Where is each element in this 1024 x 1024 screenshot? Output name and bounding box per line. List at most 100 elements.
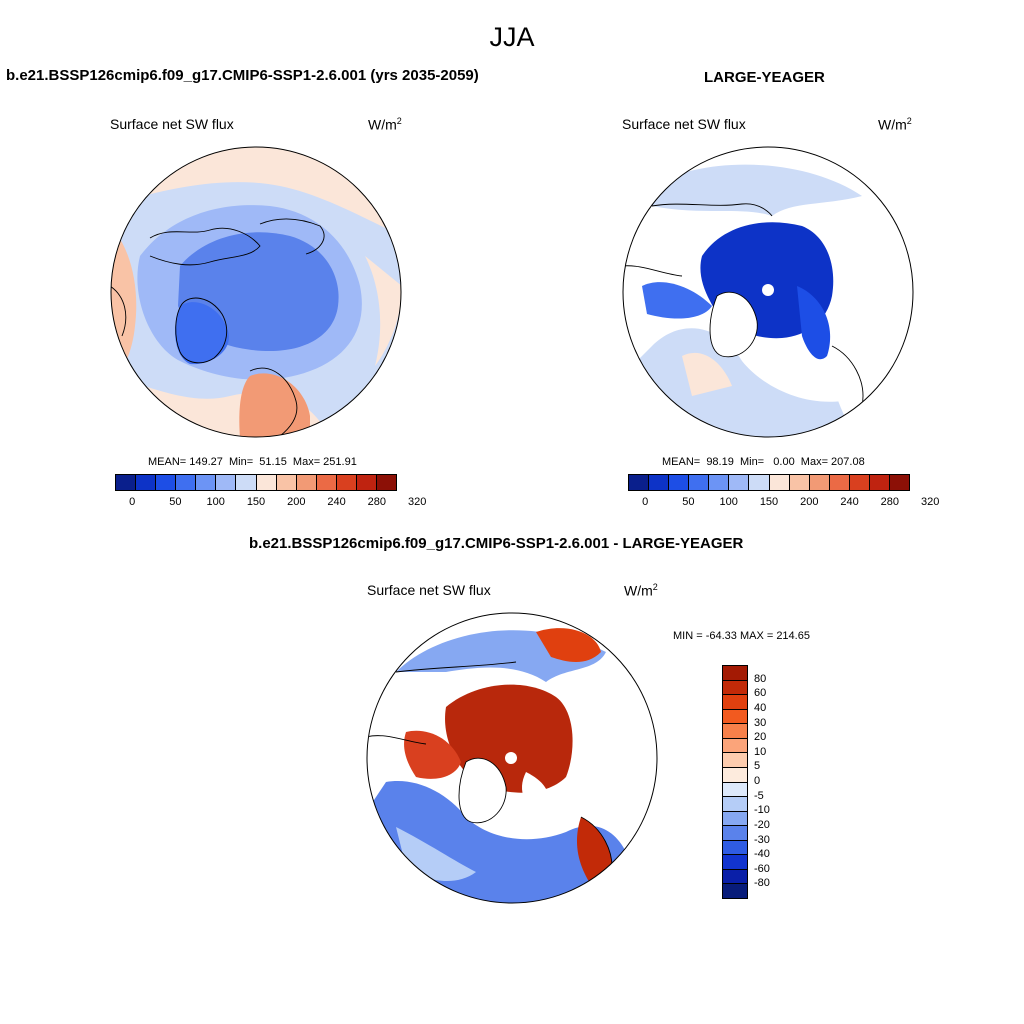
panel-diff-colorbar-swatch (723, 796, 747, 811)
panel-b-colorbar-ticks: 0 50 100 150 200 240 280 320 (628, 496, 939, 510)
panel-diff-units-sup: 2 (652, 582, 658, 592)
panel-diff-colorbar (722, 665, 748, 899)
panel-a-units-sup: 2 (396, 116, 402, 126)
panel-diff-map-border (366, 612, 658, 904)
panel-b-colorbar (628, 474, 910, 491)
panel_b-colorbar-swatch (848, 475, 869, 490)
panel-diff-colorbar-ticks: 80 60 40 30 20 10 5 0 -5 -10 -20 -30 -40 -60 -80 (754, 665, 794, 899)
panel-diff-colorbar-tick-label: 10 (754, 745, 767, 758)
panel-diff-colorbar-tick-label: -20 (754, 818, 770, 831)
panel_b-colorbar-swatch (708, 475, 729, 490)
panel-diff-pole-hole (505, 752, 517, 764)
panel_a-colorbar-swatch (295, 475, 316, 490)
panel-diff-colorbar-swatch (723, 723, 747, 738)
panel-b-polar-map (622, 146, 914, 438)
panel-a-variable-label: Surface net SW flux (110, 116, 234, 132)
panel-diff-colorbar-swatch (723, 781, 747, 797)
panel-diff-colorbar-tick-label: -30 (754, 833, 770, 846)
panel-a-stats: MEAN= 149.27 Min= 51.15 Max= 251.91 (148, 456, 357, 468)
panel-diff-north-red (536, 628, 601, 662)
panel_a-colorbar-tick-label: 200 (287, 496, 306, 508)
panel_b-colorbar-swatch (768, 475, 789, 490)
panel_b-colorbar-swatch (889, 475, 910, 490)
panel-diff-title: b.e21.BSSP126cmip6.f09_g17.CMIP6-SSP1-2.… (249, 535, 744, 552)
panel_b-colorbar-swatch (668, 475, 689, 490)
panel-diff-colorbar-tick-label: 40 (754, 701, 767, 714)
panel_a-colorbar-tick-label: 100 (206, 496, 225, 508)
panel-a-polar-map (110, 146, 402, 438)
panel_b-colorbar-swatch (748, 475, 769, 490)
panel-diff-polar-map (366, 612, 658, 904)
panel-diff-colorbar-swatch (723, 868, 747, 884)
panel-b-warm-patch (682, 352, 732, 396)
panel_b-colorbar-swatch (788, 475, 809, 490)
panel-diff-colorbar-swatch (723, 708, 747, 724)
panel_a-colorbar-swatch (235, 475, 256, 490)
panel-diff-colorbar-tick-label: -5 (754, 789, 764, 802)
panel_b-colorbar-swatch (828, 475, 849, 490)
panel_b-colorbar-tick-label: 200 (800, 496, 819, 508)
panel-b-ice-east (797, 286, 831, 360)
panel-diff-colorbar-swatch (723, 810, 747, 826)
panel-b-units: W/m2 (878, 116, 912, 133)
panel-b-pole-hole (762, 284, 774, 296)
panel-a-warm-east (365, 256, 401, 366)
panel-diff-colorbar-swatch (723, 839, 747, 855)
panel_a-colorbar-swatch (355, 475, 377, 490)
panel-diff-colorbar-swatch (723, 752, 747, 767)
panel_a-colorbar-swatch (335, 475, 356, 490)
panel_a-colorbar-tick-label: 280 (367, 496, 387, 508)
panel-diff-greenland-mask (459, 758, 507, 823)
panel-a-units-text: W/m (368, 116, 397, 133)
panel-b-ice-west (642, 282, 712, 319)
panel-diff-colorbar-swatch (723, 854, 747, 869)
panel-diff-colorbar-tick-label: -40 (754, 848, 770, 861)
panel_a-colorbar-swatch (315, 475, 336, 490)
panel-diff-colorbar-tick-label: 20 (754, 731, 767, 744)
panel-diff-colorbar-tick-label: 80 (754, 672, 767, 685)
panel_a-colorbar-swatch (175, 475, 196, 490)
panel-diff-colorbar-swatch (723, 766, 747, 782)
panel-diff-colorbar-tick-label: 60 (754, 687, 767, 700)
panel-diff-colorbar-tick-label: 0 (754, 775, 761, 787)
panel-diff-colorbar-swatch (723, 679, 747, 695)
panel_a-colorbar-swatch (275, 475, 296, 490)
panel_a-colorbar-swatch (376, 475, 397, 490)
panel_a-colorbar-swatch (195, 475, 216, 490)
panel-diff-inner-mask (521, 772, 549, 812)
panel_a-colorbar-tick-label: 150 (246, 496, 266, 508)
panel_b-colorbar-swatch (648, 475, 669, 490)
panel_b-colorbar-swatch (688, 475, 709, 490)
panel-diff-colorbar-tick-label: 5 (754, 760, 761, 773)
panel-diff-colorbar-swatch (723, 666, 747, 680)
panel-a-colorbar-ticks: 0 50 100 150 200 240 280 320 (115, 496, 426, 510)
panel-diff-colorbar-tick-label: -60 (754, 862, 770, 875)
panel_a-colorbar-tick-label: 0 (129, 496, 136, 508)
panel_b-colorbar-tick-label: 150 (759, 496, 779, 508)
figure-title: JJA (489, 22, 535, 52)
panel-b-variable-label: Surface net SW flux (622, 116, 746, 132)
panel-b-units-text: W/m (878, 116, 907, 133)
panel-diff-colorbar-swatch (723, 737, 747, 753)
panel-diff-colorbar-swatch (723, 694, 747, 709)
panel_b-colorbar-tick-label: 240 (840, 496, 859, 508)
panel_b-colorbar-tick-label: 280 (880, 496, 900, 508)
panel_b-colorbar-swatch (808, 475, 829, 490)
panel-diff-colorbar-tick-label: 30 (754, 716, 767, 729)
panel_b-colorbar-tick-label: 50 (682, 496, 695, 508)
panel-diff-colorbar-tick-label: -10 (754, 804, 770, 817)
panel_b-colorbar-swatch (868, 475, 890, 490)
panel-diff-units-text: W/m (624, 582, 653, 599)
panel_a-colorbar-tick-label: 240 (327, 496, 346, 508)
panel_b-colorbar-tick-label: 0 (642, 496, 649, 508)
panel-diff-units: W/m2 (624, 582, 658, 599)
panel-diff-colorbar-swatch (723, 825, 747, 840)
panel_b-colorbar-swatch (728, 475, 749, 490)
panel-a-colorbar (115, 474, 397, 491)
panel-a-greenland-field (175, 302, 229, 365)
panel-diff-colorbar-tick-label: -80 (754, 877, 770, 890)
panel-diff-stats: MIN = -64.33 MAX = 214.65 (673, 630, 810, 642)
panel-b-stats: MEAN= 98.19 Min= 0.00 Max= 207.08 (662, 456, 865, 468)
panel-b-greenland-mask (710, 292, 758, 357)
panel_a-colorbar-swatch (155, 475, 176, 490)
